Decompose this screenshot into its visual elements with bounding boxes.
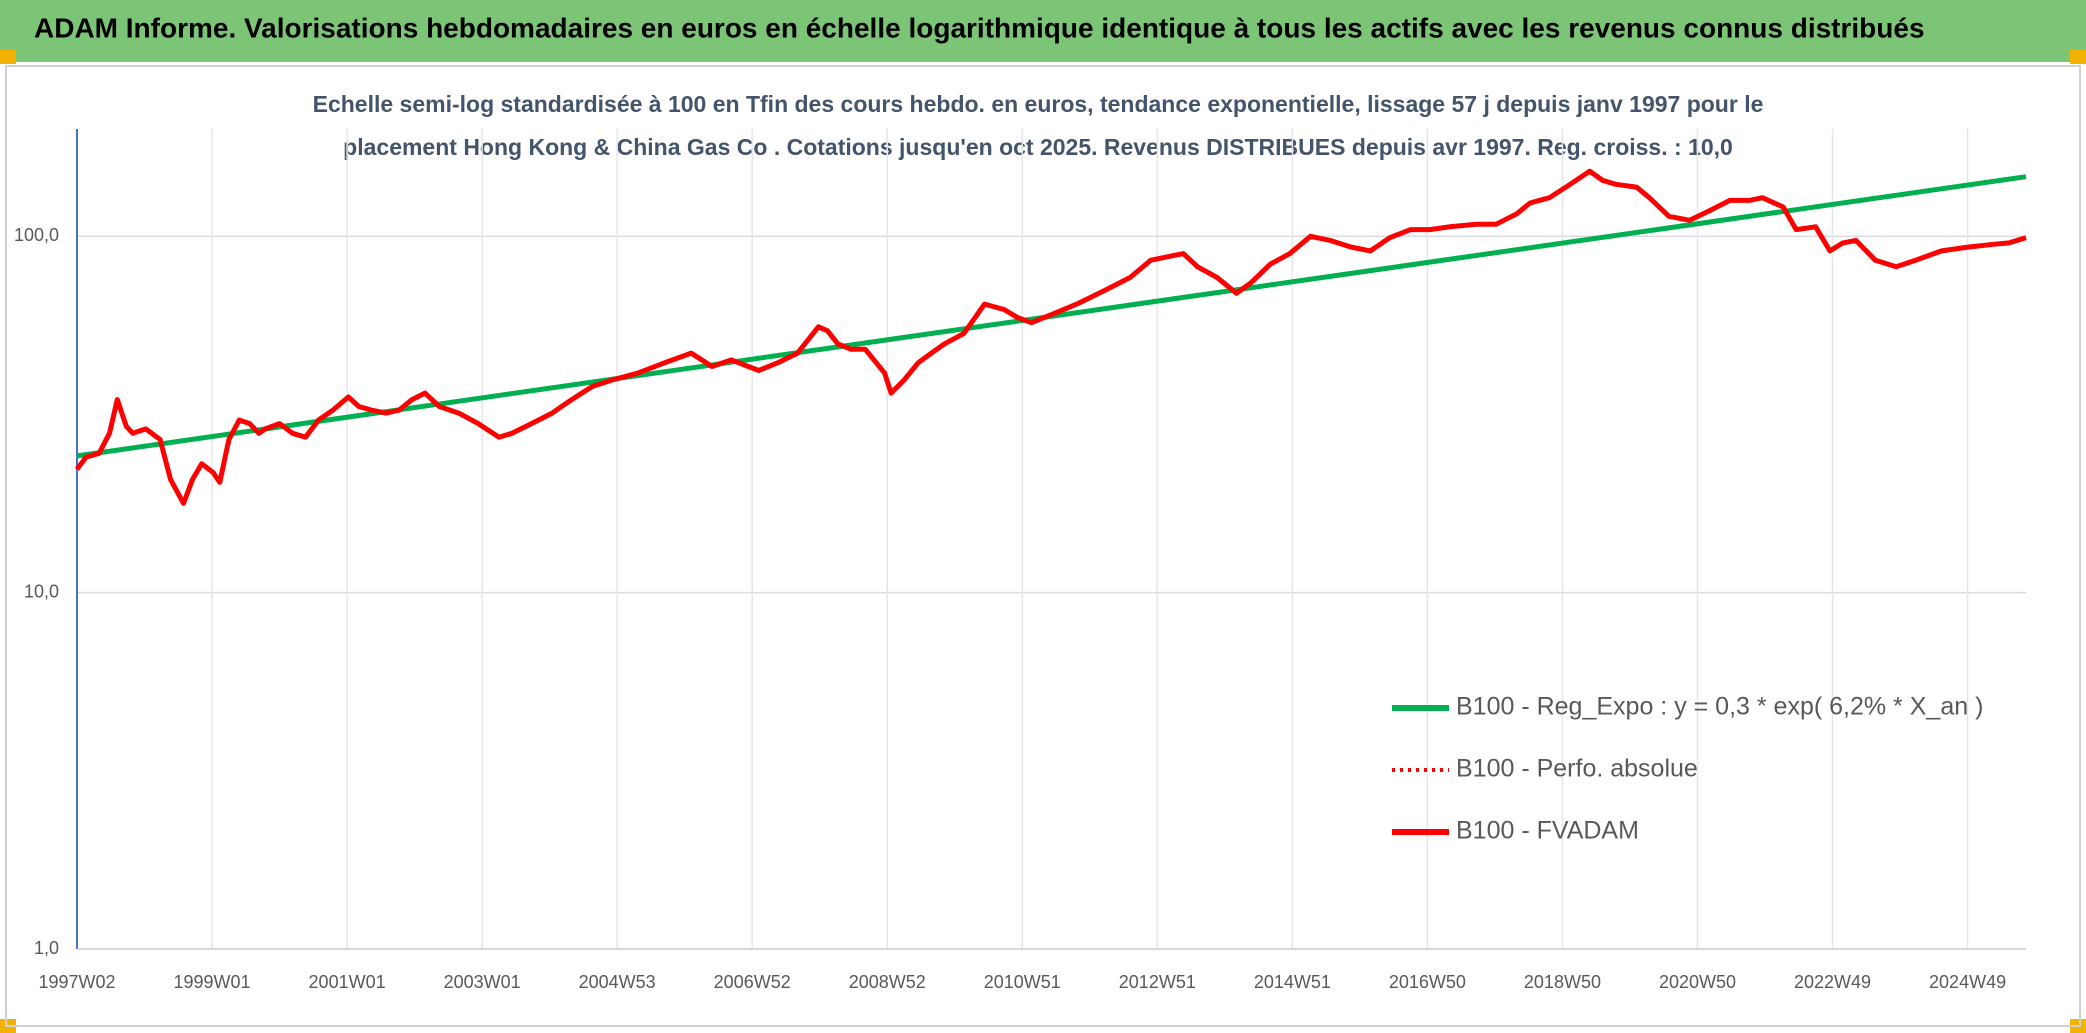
x-tick-label: 2020W50 — [1659, 972, 1736, 992]
x-tick-label: 2018W50 — [1524, 972, 1601, 992]
x-tick-label: 2001W01 — [309, 972, 386, 992]
x-tick-label: 2008W52 — [849, 972, 926, 992]
series-line — [75, 168, 2027, 506]
legend-label: B100 - Perfo. absolue — [1456, 755, 1698, 783]
x-tick-label: 2024W49 — [1929, 972, 2006, 992]
x-tick-label: 2004W53 — [579, 972, 656, 992]
subtitle: Echelle semi-log standardisée à 100 en T… — [313, 91, 1764, 117]
x-tick-label: 2006W52 — [714, 972, 791, 992]
x-tick-label: 1999W01 — [174, 972, 251, 992]
x-tick-label: 1997W02 — [38, 972, 115, 992]
corner — [0, 50, 16, 64]
legend-label: B100 - Reg_Expo : y = 0,3 * exp( 6,2% * … — [1456, 693, 1983, 721]
y-tick-label: 1,0 — [34, 938, 59, 958]
x-tick-label: 2016W50 — [1389, 972, 1466, 992]
corner — [2070, 50, 2086, 64]
subtitle: placement Hong Kong & China Gas Co . Cot… — [343, 134, 1733, 160]
x-tick-label: 2010W51 — [984, 972, 1061, 992]
chart-title: ADAM Informe. Valorisations hebdomadaire… — [34, 12, 1925, 43]
legend-label: B100 - FVADAM — [1456, 817, 1639, 845]
y-tick-label: 100,0 — [14, 225, 59, 245]
title-bar — [0, 0, 2086, 62]
x-tick-label: 2003W01 — [444, 972, 521, 992]
panel-border — [5, 65, 2081, 1027]
x-tick-label: 2012W51 — [1119, 972, 1196, 992]
x-tick-label: 2014W51 — [1254, 972, 1331, 992]
y-tick-label: 10,0 — [24, 581, 59, 601]
x-tick-label: 2022W49 — [1794, 972, 1871, 992]
